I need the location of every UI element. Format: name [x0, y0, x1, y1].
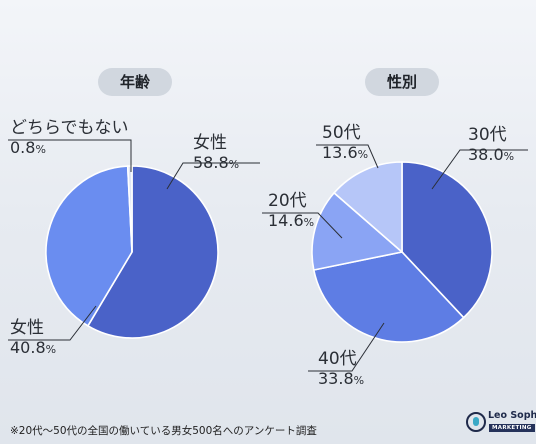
leader-line [316, 144, 379, 169]
slice-value: 13.6% [322, 143, 368, 162]
logo-tag: MARKETING [489, 424, 535, 432]
footnote: ※20代〜50代の全国の働いている男女500名へのアンケート調査 [10, 425, 317, 437]
slice-unit: % [46, 343, 56, 356]
logo-name: Leo Sophia [488, 410, 536, 421]
slice-unit: % [504, 150, 514, 163]
pie-slice [401, 161, 493, 319]
slice-label: 女性 [10, 318, 44, 338]
logo-icon [466, 412, 486, 432]
slice-label: 40代 [318, 349, 357, 369]
slice-label: 女性 [193, 133, 227, 153]
slice-value: 58.8% [193, 153, 239, 172]
slice-unit: % [358, 148, 368, 161]
leader-line [308, 322, 385, 372]
pie-slice [86, 165, 219, 339]
leader-line [166, 162, 260, 190]
slice-value: 14.6% [268, 211, 314, 230]
leader-line [262, 212, 343, 239]
slice-unit: % [304, 216, 314, 229]
brand-logo: Leo Sophia MARKETING [466, 410, 536, 436]
slice-label: 30代 [468, 125, 507, 145]
pie-slice [311, 191, 404, 271]
slice-value: 0.8% [10, 138, 46, 157]
chart-title-gender: 性別 [365, 68, 439, 96]
slice-unit: % [354, 374, 364, 387]
leader-line [8, 305, 97, 341]
slice-value: 38.0% [468, 145, 514, 164]
pie-slice [332, 161, 403, 254]
slice-label: 20代 [268, 191, 307, 211]
slice-label: 50代 [322, 123, 361, 143]
slice-value: 33.8% [318, 369, 364, 388]
slice-value: 40.8% [10, 338, 56, 357]
pie-slice [45, 165, 133, 327]
pie-slice [126, 165, 133, 253]
slice-label: どちらでもない [10, 118, 129, 138]
slice-unit: % [35, 143, 45, 156]
slice-unit: % [229, 158, 239, 171]
chart-title-age: 年齢 [98, 68, 172, 96]
leader-line [8, 139, 132, 172]
leader-line [431, 149, 528, 190]
